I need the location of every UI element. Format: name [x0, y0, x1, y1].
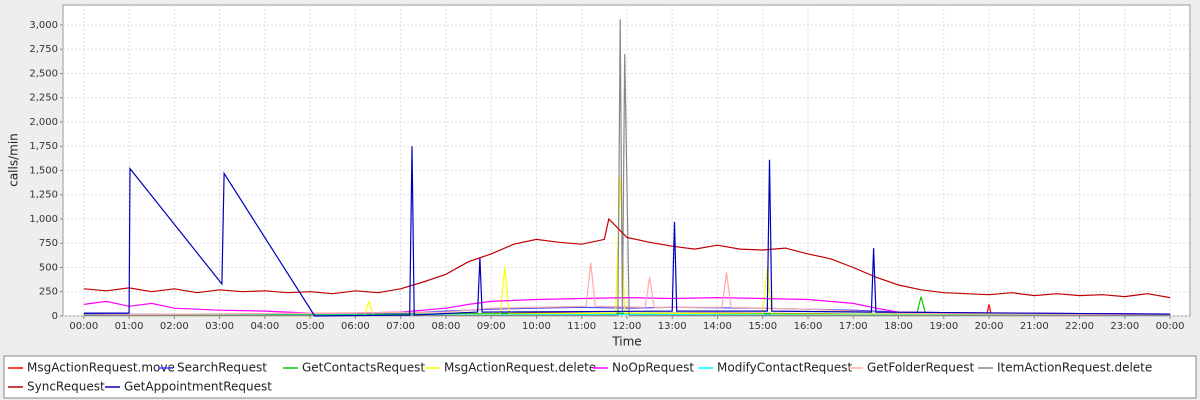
- legend-label: MsgActionRequest.move: [27, 361, 175, 375]
- x-tick-label: 01:00: [115, 321, 144, 332]
- x-tick-label: 20:00: [975, 321, 1004, 332]
- x-tick-label: 10:00: [522, 321, 551, 332]
- y-tick-label: 0: [52, 311, 58, 322]
- y-tick-label: 250: [39, 287, 58, 298]
- y-tick-label: 1,750: [29, 141, 58, 152]
- x-tick-label: 11:00: [567, 321, 596, 332]
- y-tick-label: 2,750: [29, 44, 58, 55]
- x-tick-label: 15:00: [748, 321, 777, 332]
- legend-label: GetFolderRequest: [867, 361, 975, 375]
- x-tick-label: 13:00: [658, 321, 687, 332]
- x-tick-label: 03:00: [205, 321, 234, 332]
- legend-label: SearchRequest: [177, 361, 267, 375]
- x-axis-title: Time: [611, 335, 641, 349]
- x-tick-label: 12:00: [613, 321, 642, 332]
- y-axis-title: calls/min: [7, 133, 21, 187]
- x-tick-label: 06:00: [341, 321, 370, 332]
- y-tick-label: 2,250: [29, 93, 58, 104]
- y-tick-label: 3,000: [29, 20, 58, 31]
- legend-label: GetContactsRequest: [302, 361, 425, 375]
- x-tick-label: 00:00: [69, 321, 98, 332]
- y-tick-label: 2,000: [29, 117, 58, 128]
- legend-label: SyncRequest: [27, 380, 105, 394]
- x-tick-label: 19:00: [929, 321, 958, 332]
- x-tick-label: 21:00: [1020, 321, 1049, 332]
- series-line: [83, 177, 1171, 317]
- x-tick-label: 00:00: [1156, 321, 1185, 332]
- x-tick-label: 05:00: [296, 321, 325, 332]
- legend-label: MsgActionRequest.delete: [444, 361, 596, 375]
- x-tick-label: 18:00: [884, 321, 913, 332]
- legend-box: [3, 355, 1197, 399]
- x-tick-label: 09:00: [477, 321, 506, 332]
- x-tick-label: 17:00: [839, 321, 868, 332]
- series-line: [83, 217, 1171, 299]
- series-line: [83, 146, 1171, 317]
- y-tick-label: 1,000: [29, 214, 58, 225]
- y-tick-label: 500: [39, 262, 58, 273]
- x-tick-label: 04:00: [250, 321, 279, 332]
- y-tick-label: 2,500: [29, 68, 58, 79]
- legend-label: GetAppointmentRequest: [124, 380, 272, 394]
- x-tick-label: 07:00: [386, 321, 415, 332]
- x-tick-label: 16:00: [794, 321, 823, 332]
- x-tick-label: 23:00: [1110, 321, 1139, 332]
- y-tick-label: 1,250: [29, 190, 58, 201]
- x-tick-label: 14:00: [703, 321, 732, 332]
- legend-label: ItemActionRequest.delete: [997, 361, 1152, 375]
- x-tick-label: 02:00: [160, 321, 189, 332]
- y-tick-label: 750: [39, 238, 58, 249]
- series-line: [83, 262, 1171, 316]
- x-tick-label: 08:00: [431, 321, 460, 332]
- legend-label: NoOpRequest: [612, 361, 694, 375]
- x-tick-label: 22:00: [1065, 321, 1094, 332]
- legend-label: ModifyContactRequest: [717, 361, 852, 375]
- y-tick-label: 1,500: [29, 165, 58, 176]
